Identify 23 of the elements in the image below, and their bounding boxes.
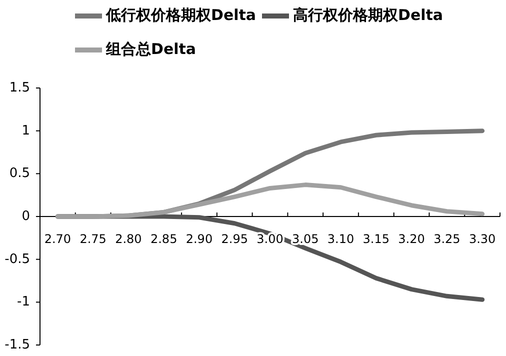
x-tick-label: 3.15 bbox=[362, 232, 390, 246]
x-tick-label: 2.70 bbox=[44, 232, 72, 246]
x-tick-label: 3.30 bbox=[468, 232, 496, 246]
x-tick-label: 3.20 bbox=[398, 232, 425, 246]
x-tick-label: 2.75 bbox=[80, 232, 106, 246]
y-tick-label: -1.5 bbox=[4, 338, 30, 353]
y-tick-label: 1.5 bbox=[9, 80, 30, 96]
legend-label: 组合总Delta bbox=[105, 40, 196, 58]
y-tick-label: -0.5 bbox=[4, 252, 30, 267]
x-tick-label: 2.90 bbox=[186, 232, 213, 246]
x-tick-label: 2.80 bbox=[115, 232, 142, 246]
legend-label: 高行权价格期权Delta bbox=[293, 6, 444, 24]
y-tick-label: 1 bbox=[22, 123, 30, 138]
x-tick-label: 3.05 bbox=[292, 232, 319, 246]
x-tick-label: 3.00 bbox=[256, 232, 284, 246]
legend-label: 低行权价格期权Delta bbox=[105, 6, 256, 24]
x-tick-label: 3.10 bbox=[327, 232, 354, 246]
y-tick-label: 0.5 bbox=[9, 166, 30, 182]
y-tick-label: -1 bbox=[17, 294, 30, 310]
y-tick-label: 0 bbox=[22, 209, 30, 224]
x-tick-label: 2.95 bbox=[221, 232, 248, 246]
x-tick-label: 2.85 bbox=[150, 232, 178, 246]
x-tick-label: 3.25 bbox=[434, 232, 460, 246]
